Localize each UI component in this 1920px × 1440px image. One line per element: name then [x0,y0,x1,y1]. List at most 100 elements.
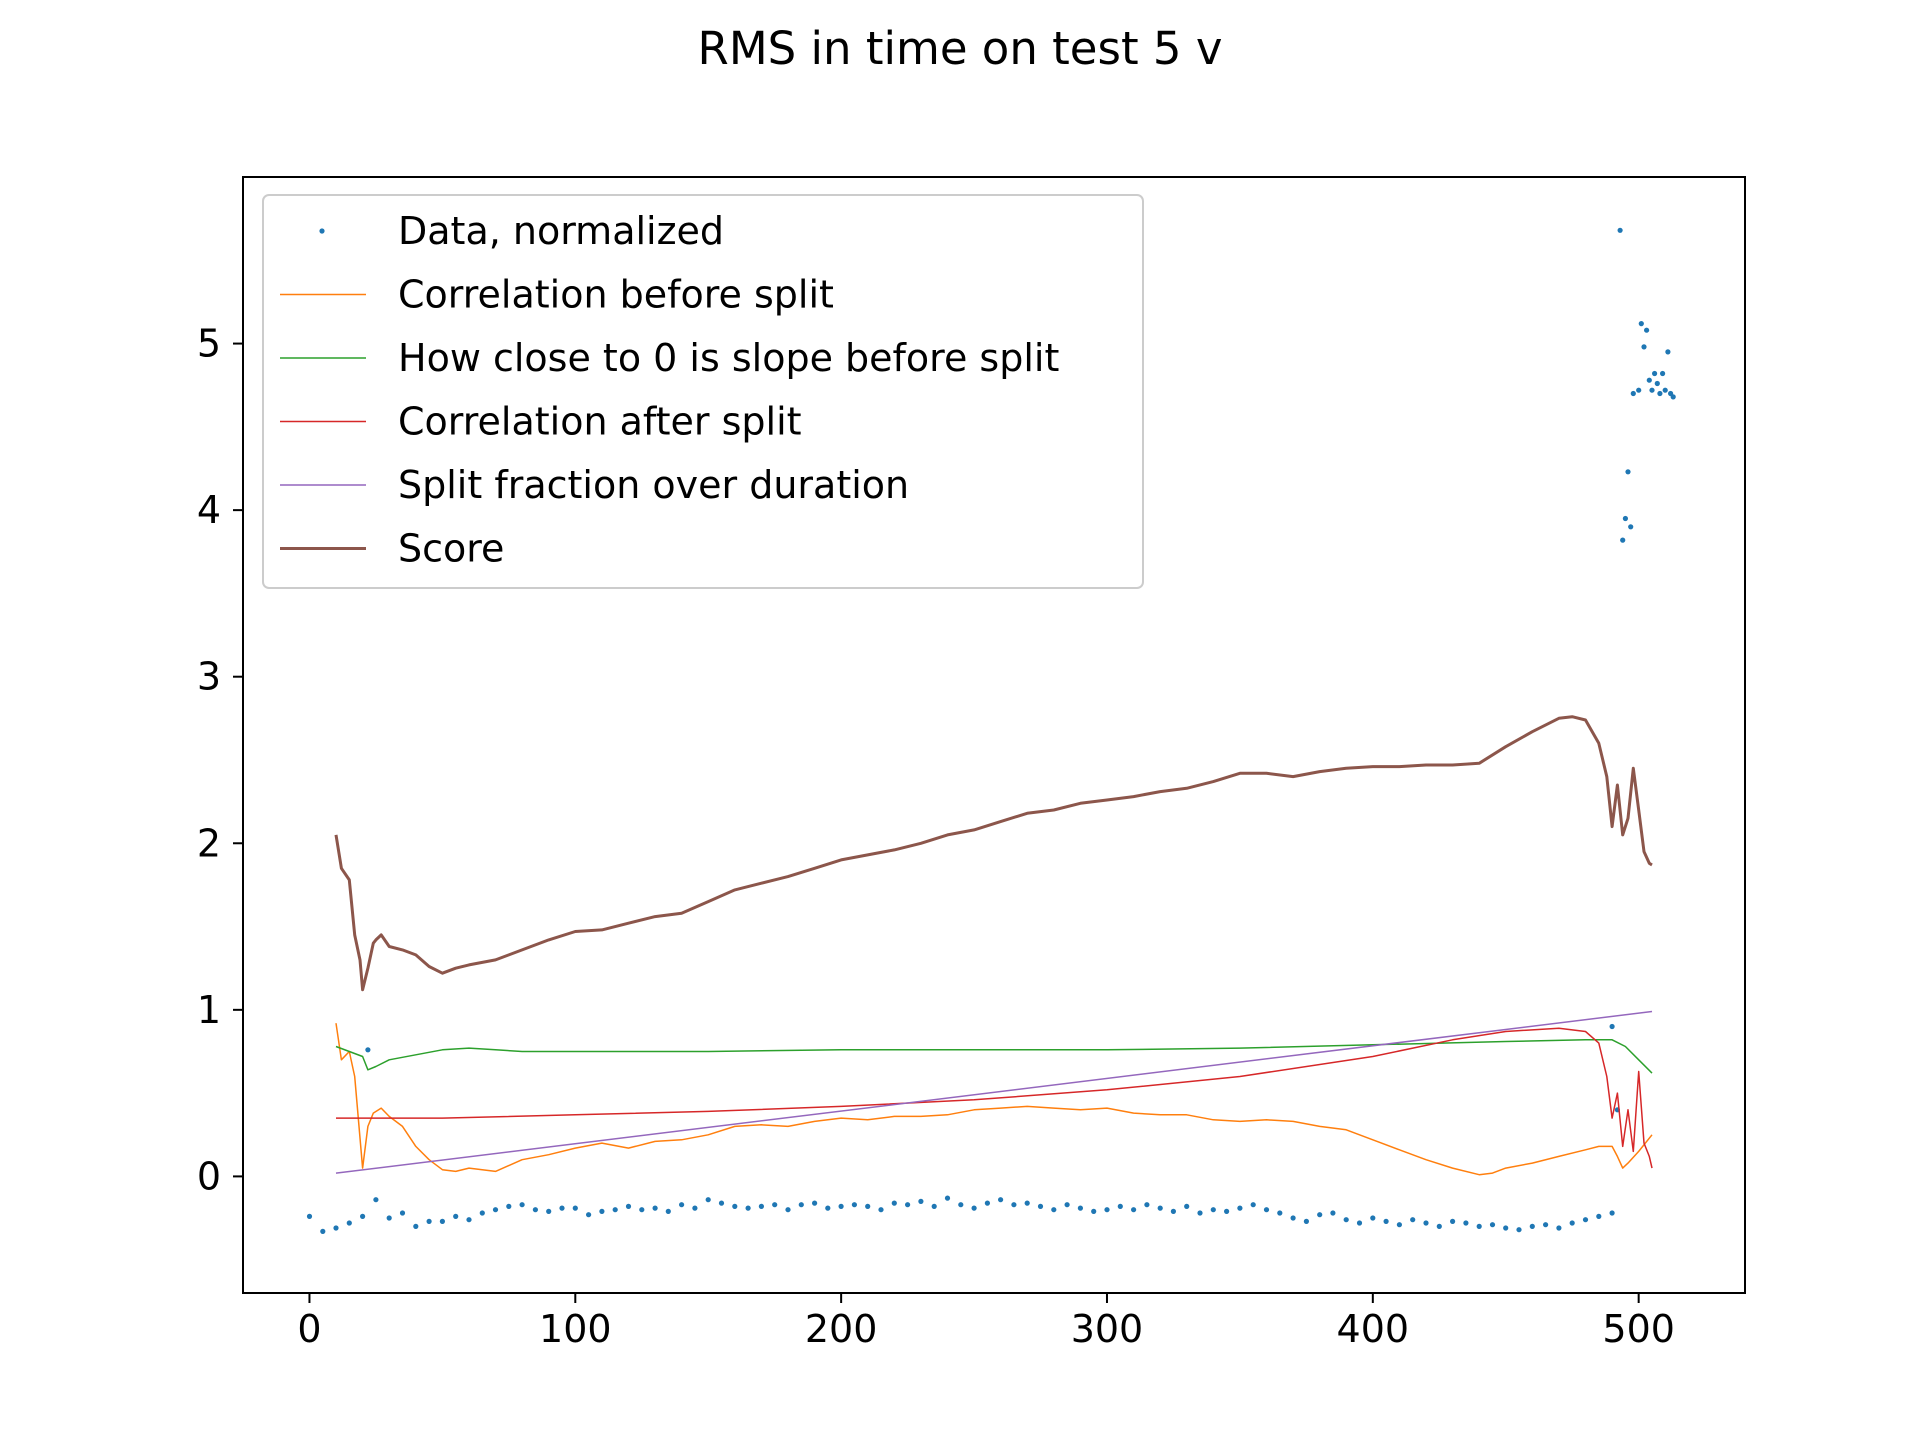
legend-marker [319,228,325,234]
data-point [1489,1222,1496,1228]
data-point [1476,1223,1482,1229]
series-line [335,1010,1653,1174]
series-line [334,715,1653,992]
data-point [373,1197,379,1203]
data-point [1410,1217,1416,1223]
series-1 [335,1023,1653,1176]
data-point [1184,1203,1190,1209]
data-point [1237,1205,1243,1211]
data-point [944,1195,951,1201]
legend-label: Score [398,527,504,571]
x-tick-label: 200 [805,1307,878,1351]
data-point [639,1207,645,1213]
data-point [1051,1207,1057,1213]
data-point [439,1218,445,1224]
y-tick-label: 3 [197,655,221,699]
data-point [1250,1202,1256,1208]
legend-item: Data, normalized [319,209,724,253]
data-point [1622,515,1628,522]
data-point [1582,1217,1589,1223]
data-point [851,1202,858,1208]
data-point [1609,1023,1615,1030]
data-point [865,1203,871,1209]
data-point [426,1218,432,1224]
data-point [1617,227,1623,233]
data-point [1423,1220,1429,1226]
x-tick-label: 100 [539,1307,612,1351]
data-point [1638,321,1644,327]
data-point [718,1200,725,1206]
data-point [1450,1218,1456,1224]
y-tick-label: 4 [197,488,221,532]
data-point [1628,524,1634,530]
data-point [546,1208,552,1214]
data-point [1665,349,1671,355]
data-point [1529,1223,1535,1229]
data-point [453,1213,459,1219]
data-point [1370,1215,1376,1221]
data-point [758,1203,765,1209]
data-point [918,1198,924,1204]
data-point [1091,1208,1097,1214]
data-point [1290,1215,1296,1221]
data-point [1317,1212,1323,1218]
data-point [812,1200,818,1206]
series-line [335,1023,1653,1176]
data-point [1556,1225,1562,1231]
legend-label: Data, normalized [398,209,724,253]
data-point [984,1200,991,1206]
data-point [1263,1207,1270,1213]
axes-frame [242,176,1746,1294]
data-point [798,1202,804,1208]
data-point [506,1203,512,1209]
series-4 [335,1010,1653,1174]
data-point [1662,387,1668,393]
data-point [785,1207,791,1213]
data-point [1436,1223,1442,1229]
data-point [891,1200,897,1206]
legend: Data, normalized Correlation before split… [262,194,1144,589]
legend-item: Correlation before split [280,273,834,317]
legend-item: Score [280,527,504,571]
series-5 [334,715,1653,992]
legend-item: Split fraction over duration [280,463,909,507]
data-point [1024,1200,1030,1206]
data-point [1303,1218,1309,1224]
x-tick-label: 500 [1602,1307,1675,1351]
data-point [1670,394,1676,400]
data-point [625,1203,632,1209]
data-point [1649,387,1655,393]
data-point [1064,1202,1070,1208]
series-2 [335,1039,1653,1074]
data-point [878,1207,884,1213]
data-point [492,1207,499,1213]
data-point [1646,377,1652,383]
data-point [532,1207,539,1213]
data-point [692,1205,698,1211]
data-point [1636,387,1642,393]
data-point [732,1203,738,1209]
data-point [838,1203,844,1209]
x-tick-label: 400 [1337,1307,1410,1351]
data-point [1543,1222,1549,1228]
data-point [1620,537,1626,543]
data-point [705,1197,711,1203]
legend-label: Split fraction over duration [398,463,909,507]
data-point [1144,1202,1150,1208]
data-point [998,1197,1004,1203]
data-point [1011,1202,1017,1208]
data-point [772,1202,778,1208]
series-line [335,1039,1653,1074]
data-point [1569,1220,1575,1226]
data-point [1224,1208,1230,1214]
data-point [1330,1210,1336,1216]
data-point [1630,390,1636,397]
data-point [1104,1207,1110,1213]
data-point [1197,1210,1203,1216]
data-point [320,1228,326,1234]
data-point [1210,1207,1216,1213]
y-tick-label: 2 [197,821,221,865]
data-point [1277,1210,1283,1216]
data-point [1516,1227,1522,1233]
